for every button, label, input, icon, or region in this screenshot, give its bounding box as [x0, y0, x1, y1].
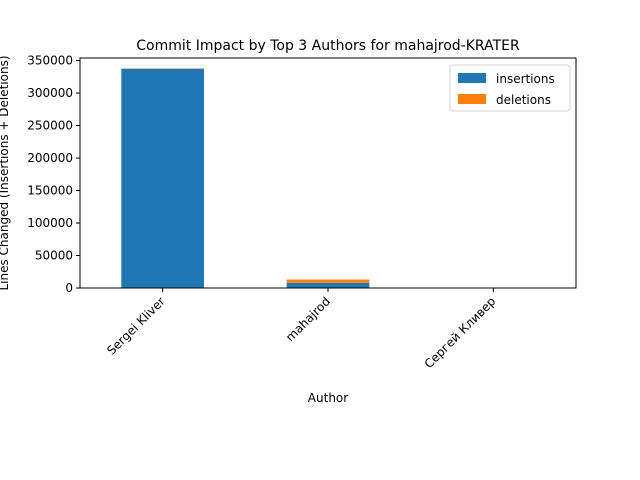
y-tick-label-6: 300000: [27, 86, 73, 100]
legend-swatch-deletions: [458, 94, 486, 104]
x-tick-label-1: mahajrod: [283, 294, 333, 344]
bars-layer: [121, 68, 535, 288]
bar-insertions-0: [121, 68, 204, 288]
legend-swatch-insertions: [458, 73, 486, 83]
bar-insertions-1: [286, 282, 370, 288]
chart-title: Commit Impact by Top 3 Authors for mahaj…: [136, 38, 520, 54]
x-tick-label-2: Сергей Кливер: [422, 294, 499, 371]
legend-label-deletions: deletions: [496, 93, 551, 107]
legend-label-insertions: insertions: [496, 72, 555, 86]
y-tick-label-1: 50000: [35, 249, 73, 263]
y-tick-label-4: 200000: [27, 151, 73, 165]
x-axis: Sergei Kliver mahajrod Сергей Кливер: [104, 288, 498, 371]
y-axis: 0 50000 100000 150000 200000 250000 300000 3500…: [27, 54, 80, 295]
y-tick-label-0: 0: [65, 281, 73, 295]
x-tick-label-0: Sergei Kliver: [104, 294, 168, 358]
y-tick-label-3: 150000: [27, 184, 73, 198]
y-axis-label: Lines Changed (Insertions + Deletions): [0, 55, 11, 290]
y-tick-label-5: 250000: [27, 119, 73, 133]
y-tick-label-2: 100000: [27, 216, 73, 230]
legend: insertions deletions: [449, 64, 571, 112]
x-axis-label: Author: [308, 391, 348, 405]
bar-deletions-1: [286, 279, 370, 283]
y-tick-label-7: 350000: [27, 54, 73, 68]
